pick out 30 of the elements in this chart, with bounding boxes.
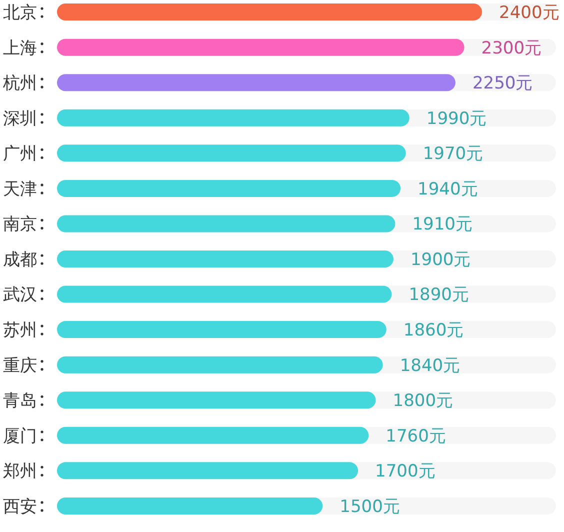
data-label: 2250元 xyxy=(472,74,533,94)
data-label: 1900元 xyxy=(410,250,471,270)
data-label: 2300元 xyxy=(481,38,542,58)
y-tick-label: 厦门 xyxy=(3,426,37,446)
data-label: 1910元 xyxy=(412,214,472,235)
data-label: 2400元 xyxy=(499,2,560,23)
data-label: 1840元 xyxy=(400,356,460,376)
y-tick-label: 深圳 xyxy=(3,108,37,129)
data-label: 1990元 xyxy=(426,108,487,129)
data-label: 1860元 xyxy=(403,320,464,341)
y-tick-label: 北京 xyxy=(3,2,37,23)
y-tick-label: 广州 xyxy=(3,144,37,164)
data-label: 1890元 xyxy=(408,285,469,306)
y-tick-label: 青岛 xyxy=(3,391,37,412)
data-label: 1800元 xyxy=(392,391,454,412)
y-tick-label: 成都 xyxy=(3,250,37,270)
y-tick-label: 杭州 xyxy=(2,74,37,94)
data-label: 1500元 xyxy=(340,496,400,517)
data-label: 1700元 xyxy=(375,462,436,482)
y-tick-label: 西安 xyxy=(3,496,37,517)
y-tick-label: 天津 xyxy=(3,179,37,200)
y-tick-label: 重庆 xyxy=(3,356,37,376)
y-tick-label: 郑州 xyxy=(3,462,37,482)
data-label: 1940元 xyxy=(418,179,478,200)
y-tick-label: 上海 xyxy=(3,38,37,58)
y-tick-label: 武汉 xyxy=(3,285,37,306)
y-tick-label: 南京 xyxy=(3,214,37,235)
data-label: 1760元 xyxy=(386,426,446,446)
data-label: 1970元 xyxy=(422,144,484,164)
y-tick-label: 苏州 xyxy=(3,320,37,341)
